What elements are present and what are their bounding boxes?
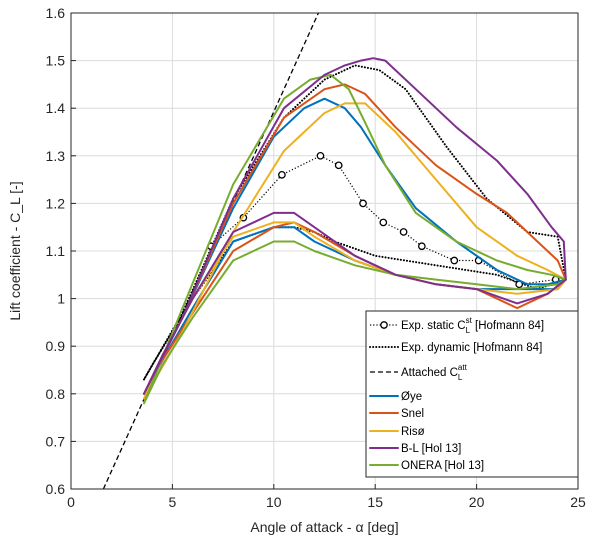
data-point-marker xyxy=(278,170,286,179)
legend-marker xyxy=(380,321,388,329)
series-line-attached-c-l-att xyxy=(102,13,319,489)
legend-entry-label: Øye xyxy=(401,391,422,403)
legend-entry-label: Attached Catt L xyxy=(401,363,468,382)
x-tick-label: 10 xyxy=(266,494,282,510)
data-point-marker xyxy=(334,161,343,170)
y-tick-label: 1.4 xyxy=(46,100,66,116)
legend: Exp. static Cst L [Hofmann 84] Exp. dynami… xyxy=(365,310,579,478)
legend-entry-label: Snel xyxy=(401,408,424,420)
legend-entry-label: Exp. static Cst L [Hofmann 84] xyxy=(401,316,544,335)
tick-layer: 0 5 10 15 20 25 0.6 0.7 0.8 0.9 1 1.1 1.2 1.3 1.4 1.5 1.… xyxy=(46,5,586,510)
legend-box xyxy=(365,310,579,478)
y-tick-label: 1.1 xyxy=(46,243,66,259)
data-point-marker xyxy=(450,256,459,265)
y-tick-label: 0.7 xyxy=(46,433,66,449)
y-tick-label: 1.5 xyxy=(46,53,66,69)
y-tick-label: 1 xyxy=(57,291,65,307)
x-tick-label: 20 xyxy=(469,494,485,510)
y-tick-label: 1.2 xyxy=(46,195,66,211)
x-tick-label: 25 xyxy=(570,494,586,510)
legend-entry-label: B-L [Hol 13] xyxy=(401,443,461,455)
series-line-ris xyxy=(143,102,567,400)
y-axis-label: Lift coefficient - C_L [-] xyxy=(7,181,23,320)
x-axis-label: Angle of attack - α [deg] xyxy=(250,519,398,535)
y-tick-label: 0.8 xyxy=(46,386,66,402)
data-point-marker xyxy=(379,218,388,227)
series-line-b-l-hol-13 xyxy=(143,57,567,395)
x-tick-label: 5 xyxy=(169,494,177,510)
series-line-ye xyxy=(143,97,567,395)
legend-entry-label: Risø xyxy=(401,426,425,438)
data-point-marker xyxy=(399,228,408,236)
data-point-marker xyxy=(316,151,325,160)
y-tick-label: 1.3 xyxy=(46,148,66,164)
data-point-marker xyxy=(359,199,367,208)
legend-entry-label: Exp. dynamic [Hofmann 84] xyxy=(401,342,542,354)
series-layer xyxy=(102,13,567,489)
y-tick-label: 0.6 xyxy=(46,481,66,497)
legend-entry-label: ONERA [Hol 13] xyxy=(401,460,484,472)
data-point-marker xyxy=(417,242,426,251)
y-tick-label: 0.9 xyxy=(46,338,66,354)
x-tick-label: 0 xyxy=(67,494,75,510)
y-tick-label: 1.6 xyxy=(46,5,66,21)
x-tick-label: 15 xyxy=(367,494,383,510)
